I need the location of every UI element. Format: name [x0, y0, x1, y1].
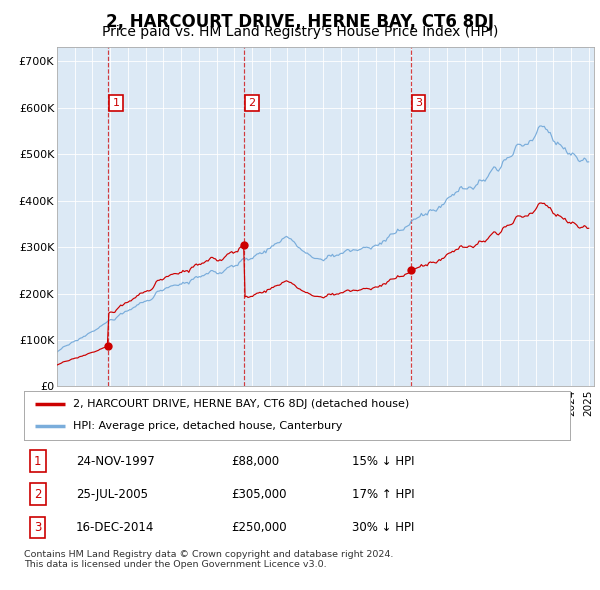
Text: 1: 1 [113, 98, 120, 108]
Text: 1: 1 [34, 454, 41, 468]
Text: HPI: Average price, detached house, Canterbury: HPI: Average price, detached house, Cant… [73, 421, 343, 431]
Text: 2, HARCOURT DRIVE, HERNE BAY, CT6 8DJ: 2, HARCOURT DRIVE, HERNE BAY, CT6 8DJ [106, 13, 494, 31]
Text: Price paid vs. HM Land Registry's House Price Index (HPI): Price paid vs. HM Land Registry's House … [102, 25, 498, 39]
Text: 17% ↑ HPI: 17% ↑ HPI [352, 487, 414, 501]
Text: £88,000: £88,000 [232, 454, 280, 468]
Text: 3: 3 [415, 98, 422, 108]
Text: 15% ↓ HPI: 15% ↓ HPI [352, 454, 414, 468]
Text: 3: 3 [34, 520, 41, 534]
Text: £305,000: £305,000 [232, 487, 287, 501]
Text: 2: 2 [248, 98, 256, 108]
Text: 30% ↓ HPI: 30% ↓ HPI [352, 520, 414, 534]
Text: Contains HM Land Registry data © Crown copyright and database right 2024.
This d: Contains HM Land Registry data © Crown c… [24, 550, 394, 569]
Text: 24-NOV-1997: 24-NOV-1997 [76, 454, 155, 468]
Text: 16-DEC-2014: 16-DEC-2014 [76, 520, 154, 534]
Text: 25-JUL-2005: 25-JUL-2005 [76, 487, 148, 501]
Text: £250,000: £250,000 [232, 520, 287, 534]
Text: 2, HARCOURT DRIVE, HERNE BAY, CT6 8DJ (detached house): 2, HARCOURT DRIVE, HERNE BAY, CT6 8DJ (d… [73, 399, 409, 409]
Text: 2: 2 [34, 487, 41, 501]
